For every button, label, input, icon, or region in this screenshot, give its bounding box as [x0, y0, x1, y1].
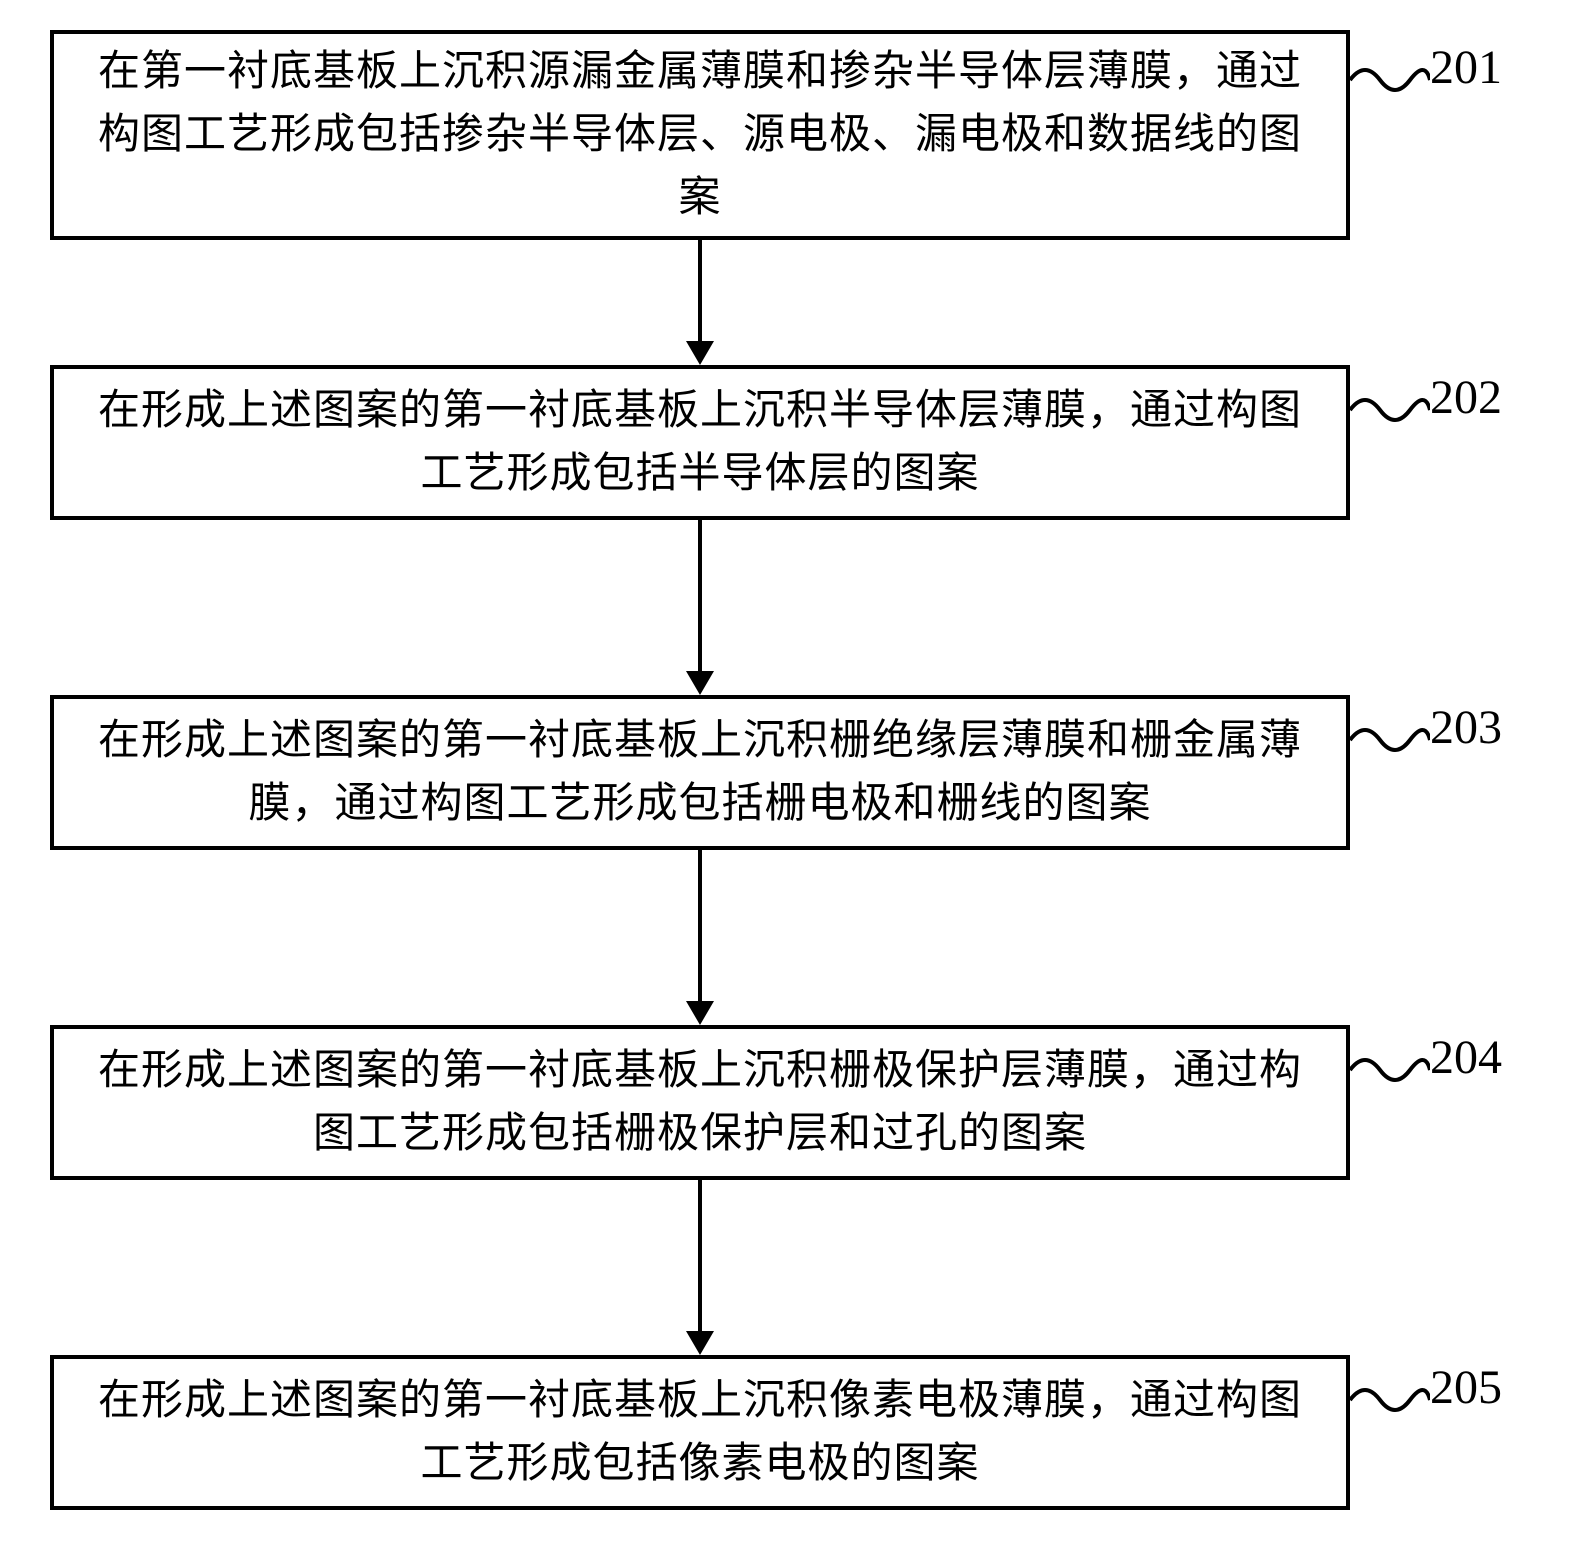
arrow-head-3 — [686, 1001, 714, 1025]
step-text-202: 在形成上述图案的第一衬底基板上沉积半导体层薄膜，通过构图工艺形成包括半导体层的图… — [84, 380, 1316, 506]
step-label-203: 203 — [1430, 700, 1502, 755]
connector-line-3 — [698, 850, 702, 1001]
step-box-202: 在形成上述图案的第一衬底基板上沉积半导体层薄膜，通过构图工艺形成包括半导体层的图… — [50, 365, 1350, 520]
step-box-201: 在第一衬底基板上沉积源漏金属薄膜和掺杂半导体层薄膜，通过构图工艺形成包括掺杂半导… — [50, 30, 1350, 240]
arrow-head-1 — [686, 341, 714, 365]
step-label-205: 205 — [1430, 1360, 1502, 1415]
step-box-203: 在形成上述图案的第一衬底基板上沉积栅绝缘层薄膜和栅金属薄膜，通过构图工艺形成包括… — [50, 695, 1350, 850]
arrow-head-4 — [686, 1331, 714, 1355]
squiggle-202 — [1350, 385, 1430, 435]
flowchart-container: 在第一衬底基板上沉积源漏金属薄膜和掺杂半导体层薄膜，通过构图工艺形成包括掺杂半导… — [0, 0, 1579, 1564]
step-box-204: 在形成上述图案的第一衬底基板上沉积栅极保护层薄膜，通过构图工艺形成包括栅极保护层… — [50, 1025, 1350, 1180]
squiggle-205 — [1350, 1375, 1430, 1425]
step-label-201: 201 — [1430, 40, 1502, 95]
arrow-head-2 — [686, 671, 714, 695]
squiggle-201 — [1350, 55, 1430, 105]
step-text-204: 在形成上述图案的第一衬底基板上沉积栅极保护层薄膜，通过构图工艺形成包括栅极保护层… — [84, 1040, 1316, 1166]
squiggle-203 — [1350, 715, 1430, 765]
step-text-203: 在形成上述图案的第一衬底基板上沉积栅绝缘层薄膜和栅金属薄膜，通过构图工艺形成包括… — [84, 710, 1316, 836]
squiggle-204 — [1350, 1045, 1430, 1095]
step-text-205: 在形成上述图案的第一衬底基板上沉积像素电极薄膜，通过构图工艺形成包括像素电极的图… — [84, 1370, 1316, 1496]
step-label-204: 204 — [1430, 1030, 1502, 1085]
step-label-202: 202 — [1430, 370, 1502, 425]
connector-line-1 — [698, 240, 702, 341]
connector-line-4 — [698, 1180, 702, 1331]
step-box-205: 在形成上述图案的第一衬底基板上沉积像素电极薄膜，通过构图工艺形成包括像素电极的图… — [50, 1355, 1350, 1510]
step-text-201: 在第一衬底基板上沉积源漏金属薄膜和掺杂半导体层薄膜，通过构图工艺形成包括掺杂半导… — [84, 41, 1316, 230]
connector-line-2 — [698, 520, 702, 671]
